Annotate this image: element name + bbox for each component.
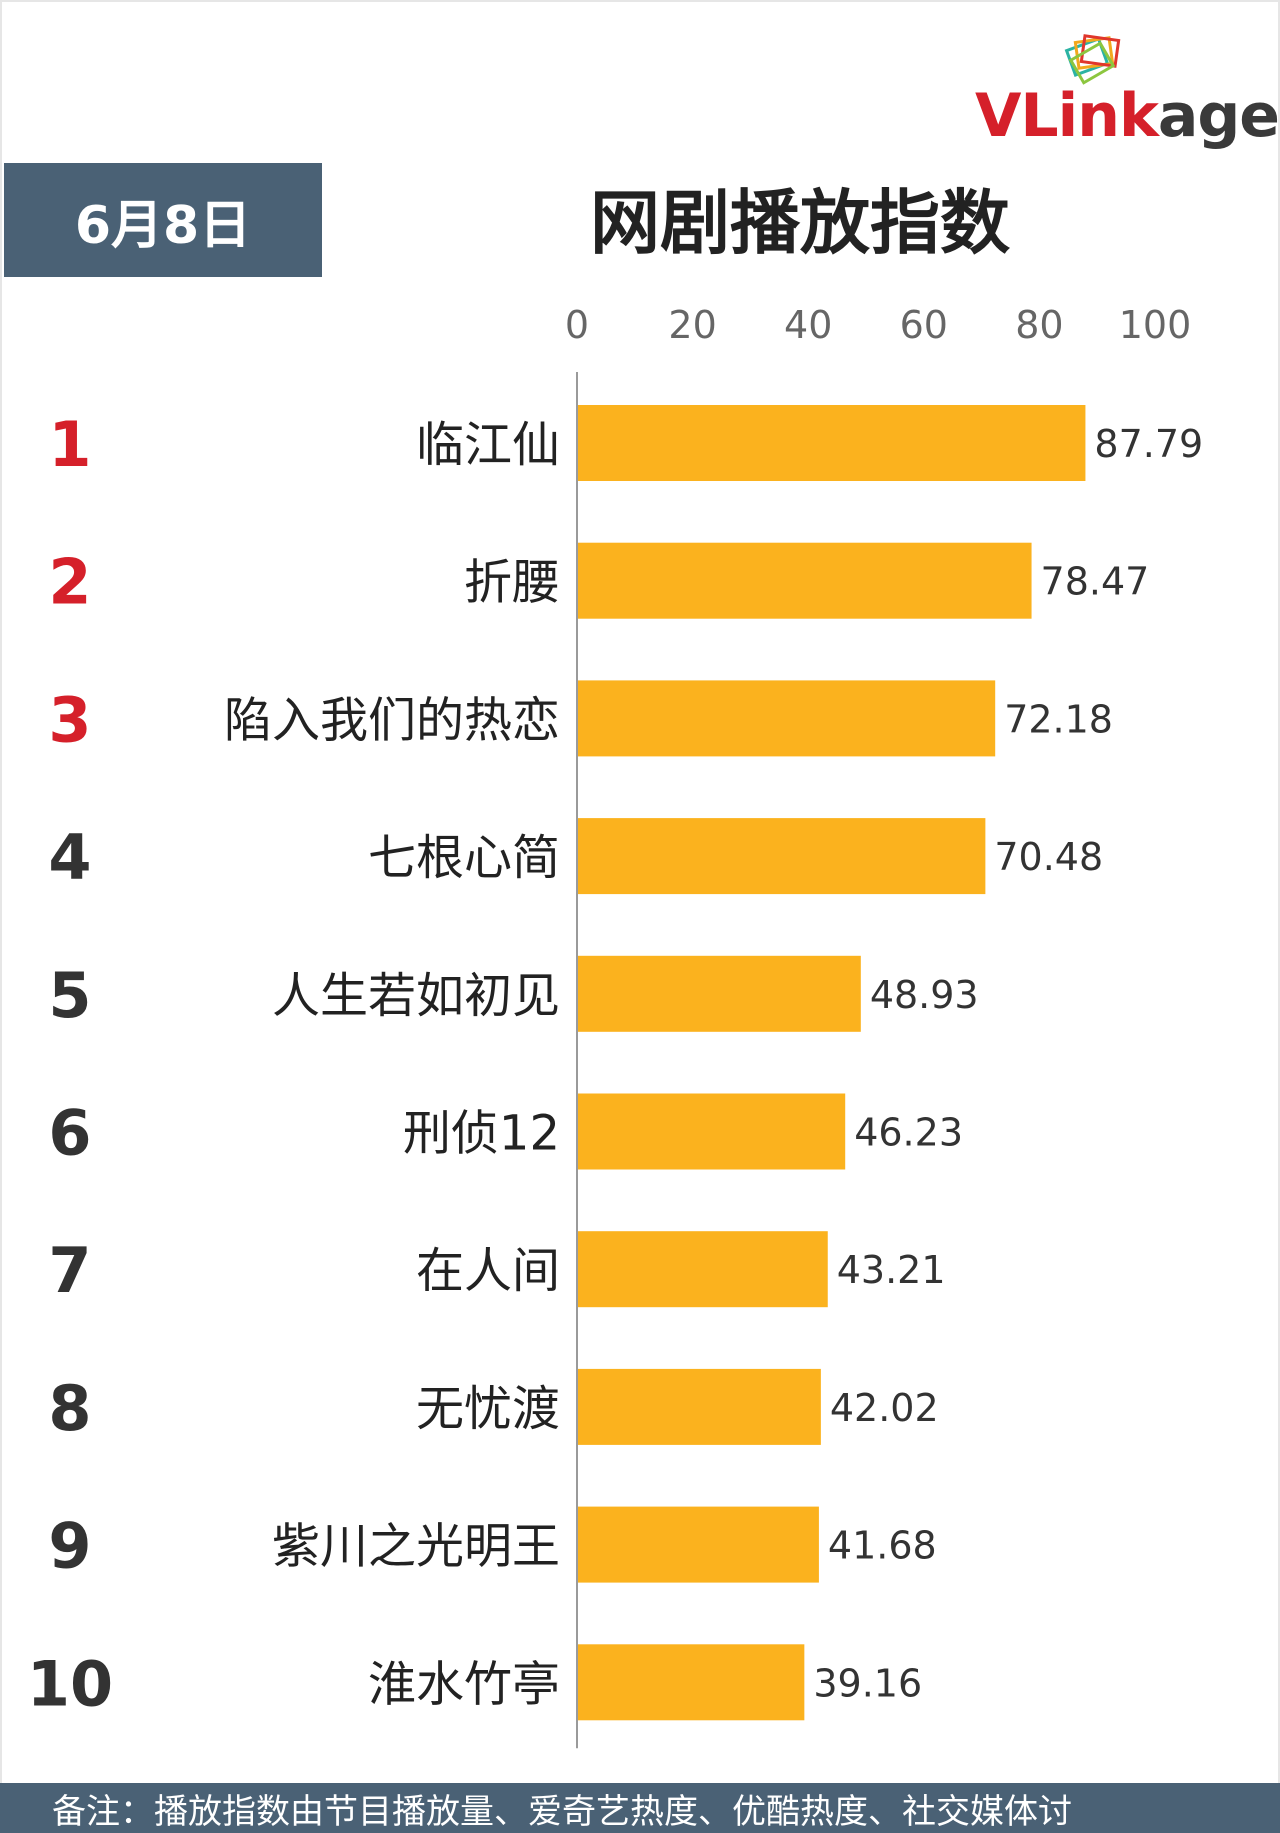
bar bbox=[578, 1231, 828, 1308]
bar-value-label: 46.23 bbox=[854, 1111, 963, 1155]
rank-number: 9 bbox=[48, 1510, 91, 1583]
rank-number: 6 bbox=[48, 1097, 91, 1170]
bar-value-label: 78.47 bbox=[1041, 560, 1150, 604]
category-label: 临江仙 bbox=[416, 417, 560, 473]
rank-number: 10 bbox=[27, 1647, 113, 1720]
chart-title: 网剧播放指数 bbox=[590, 182, 1010, 264]
category-label: 折腰 bbox=[464, 555, 560, 611]
rank-number: 3 bbox=[48, 683, 91, 756]
logo-text-vlink: VLink bbox=[975, 81, 1159, 151]
x-tick-label: 40 bbox=[784, 303, 832, 347]
category-label: 七根心简 bbox=[368, 830, 560, 886]
rank-number: 1 bbox=[48, 408, 91, 481]
bar bbox=[578, 542, 1032, 619]
category-label: 紫川之光明王 bbox=[272, 1519, 560, 1575]
vlinkage-logo: VLinkage bbox=[975, 30, 1280, 146]
bar-value-label: 41.68 bbox=[828, 1524, 937, 1568]
logo-text-age: age bbox=[1157, 81, 1280, 151]
bar bbox=[578, 1093, 846, 1170]
category-label: 刑侦12 bbox=[403, 1106, 560, 1162]
bar bbox=[578, 1644, 805, 1721]
rank-number: 7 bbox=[48, 1234, 91, 1307]
bar bbox=[578, 955, 861, 1032]
date-badge: 6月8日 bbox=[4, 163, 322, 277]
footnote: 备注：播放指数由节目播放量、爱奇艺热度、优酷热度、社交媒体讨 bbox=[0, 1783, 1280, 1833]
category-label: 人生若如初见 bbox=[272, 968, 560, 1024]
x-tick-label: 100 bbox=[1119, 303, 1192, 347]
bar-value-label: 87.79 bbox=[1094, 422, 1203, 466]
bar bbox=[578, 818, 986, 895]
category-label: 淮水竹亭 bbox=[368, 1656, 560, 1712]
category-label: 陷入我们的热恋 bbox=[224, 692, 560, 748]
logo-frames-icon bbox=[1064, 34, 1121, 85]
category-label: 在人间 bbox=[416, 1243, 560, 1299]
category-label: 无忧渡 bbox=[416, 1381, 560, 1437]
bar-chart: 0 20 40 60 80 100 87.79 临江仙 1 78.47 折腰 2 72.18 陷入我们的热… bbox=[27, 303, 1203, 1749]
bar bbox=[578, 405, 1086, 481]
bar-value-label: 39.16 bbox=[813, 1661, 922, 1705]
bar bbox=[578, 1368, 821, 1445]
bar-value-label: 42.02 bbox=[830, 1386, 939, 1430]
x-tick-label: 0 bbox=[565, 303, 589, 347]
rank-number: 4 bbox=[48, 821, 91, 894]
rank-number: 5 bbox=[48, 959, 91, 1032]
bar-value-label: 72.18 bbox=[1004, 697, 1113, 741]
x-tick-label: 20 bbox=[668, 303, 716, 347]
logo-wordmark: VLinkage bbox=[975, 86, 1280, 146]
rank-number: 2 bbox=[48, 546, 91, 619]
bar-value-label: 48.93 bbox=[870, 973, 979, 1017]
rank-number: 8 bbox=[48, 1372, 91, 1445]
x-tick-label: 60 bbox=[900, 303, 948, 347]
bar-value-label: 70.48 bbox=[994, 835, 1103, 879]
bar bbox=[578, 680, 996, 757]
x-tick-label: 80 bbox=[1015, 303, 1063, 347]
bar bbox=[578, 1506, 819, 1583]
bar-value-label: 43.21 bbox=[837, 1248, 946, 1292]
